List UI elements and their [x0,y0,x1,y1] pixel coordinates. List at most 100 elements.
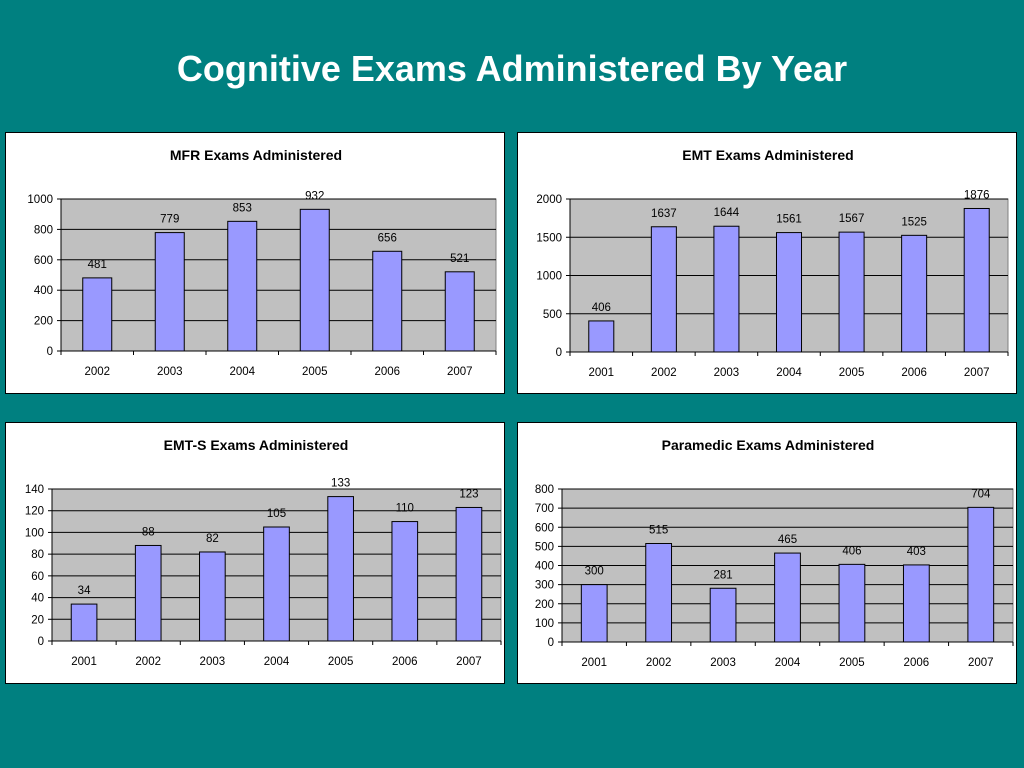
bar-2001 [70,603,98,642]
y-tick-label: 600 [535,522,554,534]
data-label-2001: 34 [78,585,91,597]
data-label-2005: 1567 [839,213,865,225]
bar-2005 [838,563,866,643]
y-tick-label: 0 [47,346,53,358]
bar-2004 [263,526,290,642]
x-tick-label: 2004 [775,657,801,669]
data-label-2003: 82 [206,533,219,545]
y-tick-label: 500 [535,541,554,553]
y-tick-label: 700 [535,503,554,515]
data-label-2006: 656 [378,232,397,244]
bar-2003 [713,225,740,353]
data-label-2007: 1876 [964,189,990,201]
y-tick-label: 0 [38,636,44,648]
y-tick-label: 200 [535,599,554,611]
x-tick-label: 2007 [968,657,994,669]
data-label-2005: 133 [331,478,350,490]
bar-2002 [645,543,673,643]
bar-2003 [709,587,737,643]
x-tick-label: 2006 [392,656,418,668]
y-tick-label: 1000 [536,271,562,283]
y-tick-label: 0 [548,637,554,649]
x-tick-label: 2002 [84,366,110,378]
x-tick-label: 2005 [839,367,865,379]
y-tick-label: 600 [34,255,53,267]
data-label-2002: 1637 [651,208,677,220]
data-label-2005: 406 [842,545,861,557]
x-tick-label: 2007 [456,656,482,668]
x-tick-label: 2005 [302,366,328,378]
bar-2005 [327,496,354,642]
y-tick-label: 20 [31,614,44,626]
bar-2005 [838,231,865,353]
bar-2001 [588,320,615,353]
data-label-2002: 481 [88,259,107,271]
bar-2007 [444,271,475,352]
data-label-2002: 515 [649,525,668,537]
x-tick-label: 2003 [200,656,226,668]
data-label-2003: 779 [160,214,179,226]
data-label-2006: 1525 [901,216,927,228]
bar-2007 [963,207,990,353]
emt-chart: EMT Exams Administered 0 500 1000 1500 2000 40… [536,147,1009,379]
y-tick-label: 500 [543,309,562,321]
bar-2007 [967,506,995,643]
y-tick-label: 0 [556,347,562,359]
emt-s-chart: EMT-S Exams Administered 0 20 40 60 80 100 120 1… [25,437,502,668]
bar-2004 [775,232,803,353]
data-label-2003: 1644 [714,207,740,219]
data-label-2002: 88 [142,526,155,538]
x-tick-label: 2007 [447,366,473,378]
data-label-2004: 1561 [776,214,802,226]
chart-title: EMT Exams Administered [682,147,853,163]
bar-2002 [134,544,162,642]
data-label-2003: 281 [713,569,732,581]
y-tick-label: 60 [31,571,44,583]
x-tick-label: 2004 [776,367,802,379]
y-tick-label: 40 [31,593,44,605]
x-tick-label: 2001 [71,656,97,668]
x-tick-label: 2001 [588,367,614,379]
paramedic-chart-panel: Paramedic Exams Administered 0 100 200 300 40… [517,422,1017,684]
y-tick-label: 80 [31,549,44,561]
x-tick-label: 2003 [714,367,740,379]
x-tick-label: 2003 [710,657,736,669]
x-tick-label: 2007 [964,367,990,379]
bar-2002 [650,226,677,353]
y-tick-label: 800 [34,224,53,236]
bar-2006 [391,521,419,642]
x-tick-label: 2001 [581,657,607,669]
y-tick-label: 200 [34,316,53,328]
y-tick-label: 400 [34,285,53,297]
chart-title: MFR Exams Administered [170,147,342,163]
emt-s-chart-panel: EMT-S Exams Administered 0 20 40 60 80 100 120 1… [5,422,505,684]
x-tick-label: 2004 [264,656,290,668]
bar-2007 [455,506,483,642]
y-tick-label: 120 [25,506,44,518]
emt-chart-panel: EMT Exams Administered 0 500 1000 1500 2000 40… [517,132,1017,394]
chart-title: Paramedic Exams Administered [662,437,875,453]
y-tick-label: 300 [535,580,554,592]
bar-2004 [227,220,258,352]
data-label-2001: 300 [585,566,604,578]
y-tick-label: 800 [535,484,554,496]
y-tick-label: 100 [535,618,554,630]
bar-2003 [154,232,185,352]
data-label-2006: 403 [907,546,926,558]
bar-2004 [774,552,801,643]
data-label-2004: 105 [267,508,286,520]
y-tick-label: 140 [25,484,44,496]
bar-2002 [82,277,113,352]
x-tick-label: 2006 [374,366,400,378]
data-label-2007: 521 [450,253,469,265]
y-tick-label: 100 [25,527,44,539]
x-tick-label: 2002 [651,367,677,379]
paramedic-chart: Paramedic Exams Administered 0 100 200 300 40… [535,437,1014,669]
x-tick-label: 2004 [229,366,255,378]
bar-2006 [902,564,930,643]
x-tick-label: 2005 [328,656,354,668]
slide-title: Cognitive Exams Administered By Year [176,48,848,89]
data-label-2004: 853 [233,202,252,214]
y-tick-label: 1500 [536,232,562,244]
data-label-2004: 465 [778,534,797,546]
